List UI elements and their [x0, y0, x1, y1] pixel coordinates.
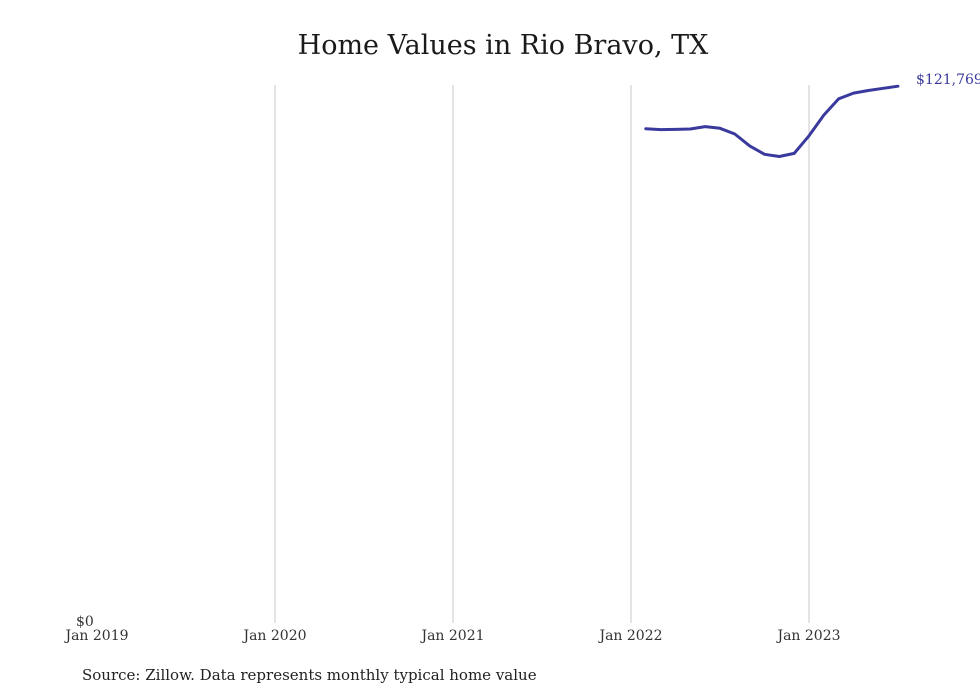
grid-lines — [274, 85, 810, 623]
end-value-label: $121,769 — [916, 72, 980, 88]
data-labels: $121,769 — [916, 72, 980, 88]
series-lines — [644, 84, 900, 158]
axis-tick-labels: Jan 2019 Jan 2020 Jan 2021 Jan 2022 Jan 2023… — [63, 614, 840, 644]
x-tick-label: Jan 2020 — [241, 628, 306, 644]
x-tick-label: Jan 2022 — [597, 628, 662, 644]
chart-title: Home Values in Rio Bravo, TX — [297, 30, 709, 61]
y-tick-label: $0 — [76, 614, 94, 630]
source-note: Source: Zillow. Data represents monthly … — [82, 666, 537, 684]
x-tick-label: Jan 2021 — [419, 628, 484, 644]
x-tick-label: Jan 2019 — [63, 628, 128, 644]
x-tick-label: Jan 2023 — [775, 628, 840, 644]
series-line — [644, 84, 900, 158]
